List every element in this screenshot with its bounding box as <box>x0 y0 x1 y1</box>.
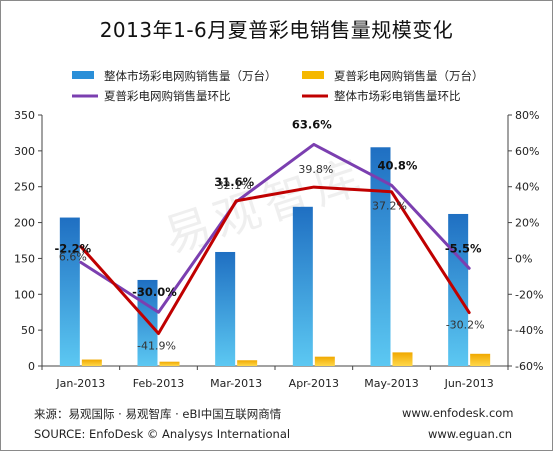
label-sharp-mom: -5.5% <box>445 241 482 255</box>
y-right-tick-label: 60% <box>515 145 539 158</box>
y-left-tick-label: 0 <box>28 360 35 373</box>
legend-sharp-bar-label: 夏普彩电网购销售量（万台） <box>334 69 484 83</box>
bar-sharp <box>314 356 335 366</box>
site-enfodesk: www.enfodesk.com <box>402 406 514 420</box>
label-sharp-mom: -30.0% <box>132 285 177 299</box>
bar-sharp <box>237 360 258 366</box>
line-sharp-mom <box>79 142 471 314</box>
y-left-tick-label: 100 <box>14 288 35 301</box>
y-left-tick-label: 50 <box>21 324 35 337</box>
label-market-mom: 39.8% <box>298 163 333 176</box>
y-right-tick-label: 20% <box>515 217 539 230</box>
y-right-tick-label: 80% <box>515 109 539 122</box>
series-lines <box>79 142 471 336</box>
data-labels: -2.2% -30.0% 31.6% 63.6% 40.8% -5.5% 6.6% -41.9… <box>54 117 484 352</box>
bar-total-market <box>292 206 313 366</box>
legend-total-market-bar-swatch <box>72 71 94 79</box>
bar-sharp <box>392 352 413 366</box>
line-market-mom <box>79 185 471 336</box>
bar-total-market <box>59 217 80 366</box>
source-en: SOURCE: EnfoDesk © Analysys Internationa… <box>34 427 291 441</box>
y-left-tick-label: 150 <box>14 252 35 265</box>
label-market-mom: 37.2% <box>372 200 407 213</box>
ticks: 0 50 100 150 200 250 300 350 -60% -40% -20% 0% 20% 40… <box>14 109 543 390</box>
legend: 整体市场彩电网购销售量（万台） 夏普彩电网购销售量（万台） 夏普彩电网购销售量环比 整… <box>72 69 484 103</box>
y-right-tick-label: 0% <box>515 252 532 265</box>
label-sharp-mom: -2.2% <box>54 241 91 255</box>
bar-total-market <box>448 213 469 366</box>
bar-sharp <box>81 359 102 366</box>
label-sharp-mom: 63.6% <box>292 117 332 131</box>
x-tick-label: May-2013 <box>364 377 419 390</box>
chart-title: 2013年1-6月夏普彩电销售量规模变化 <box>99 18 454 42</box>
x-tick-label: Apr-2013 <box>289 377 339 390</box>
label-sharp-mom: 31.6% <box>214 175 254 189</box>
legend-sharp-bar-swatch <box>302 71 324 79</box>
label-market-mom: 6.6% <box>59 251 87 264</box>
axes: 0 50 100 150 200 250 300 350 -60% -40% -20% 0% 20% 40… <box>14 109 543 390</box>
label-market-mom: -30.2% <box>446 319 485 332</box>
y-left-tick-label: 300 <box>14 145 35 158</box>
y-right-tick-label: -40% <box>515 324 543 337</box>
bars <box>59 147 491 366</box>
y-left-tick-label: 250 <box>14 181 35 194</box>
bar-sharp <box>470 353 491 366</box>
y-right-tick-label: 40% <box>515 181 539 194</box>
y-left-tick-label: 200 <box>14 217 35 230</box>
x-tick-label: Feb-2013 <box>133 377 184 390</box>
y-left-tick-label: 350 <box>14 109 35 122</box>
x-tick-label: Jan-2013 <box>55 377 105 390</box>
bar-total-market <box>370 147 391 366</box>
legend-total-market-bar-label: 整体市场彩电网购销售量（万台） <box>104 69 277 83</box>
label-sharp-mom: 40.8% <box>378 158 418 172</box>
site-eguan: www.eguan.cn <box>428 427 513 441</box>
x-tick-label: Mar-2013 <box>210 377 262 390</box>
label-market-mom: -41.9% <box>137 340 176 353</box>
x-tick-label: Jun-2013 <box>444 377 494 390</box>
legend-sharp-line-label: 夏普彩电网购销售量环比 <box>104 89 231 103</box>
y-right-tick-label: -20% <box>515 288 543 301</box>
bar-sharp <box>159 361 180 366</box>
label-market-mom: 32.1% <box>217 179 252 192</box>
bar-total-market <box>215 251 236 366</box>
y-right-tick-label: -60% <box>515 360 543 373</box>
legend-market-line-label: 整体市场彩电销售量环比 <box>334 89 461 103</box>
source-cn: 来源：易观国际 · 易观智库 · eBI中国互联网商情 <box>34 407 282 421</box>
